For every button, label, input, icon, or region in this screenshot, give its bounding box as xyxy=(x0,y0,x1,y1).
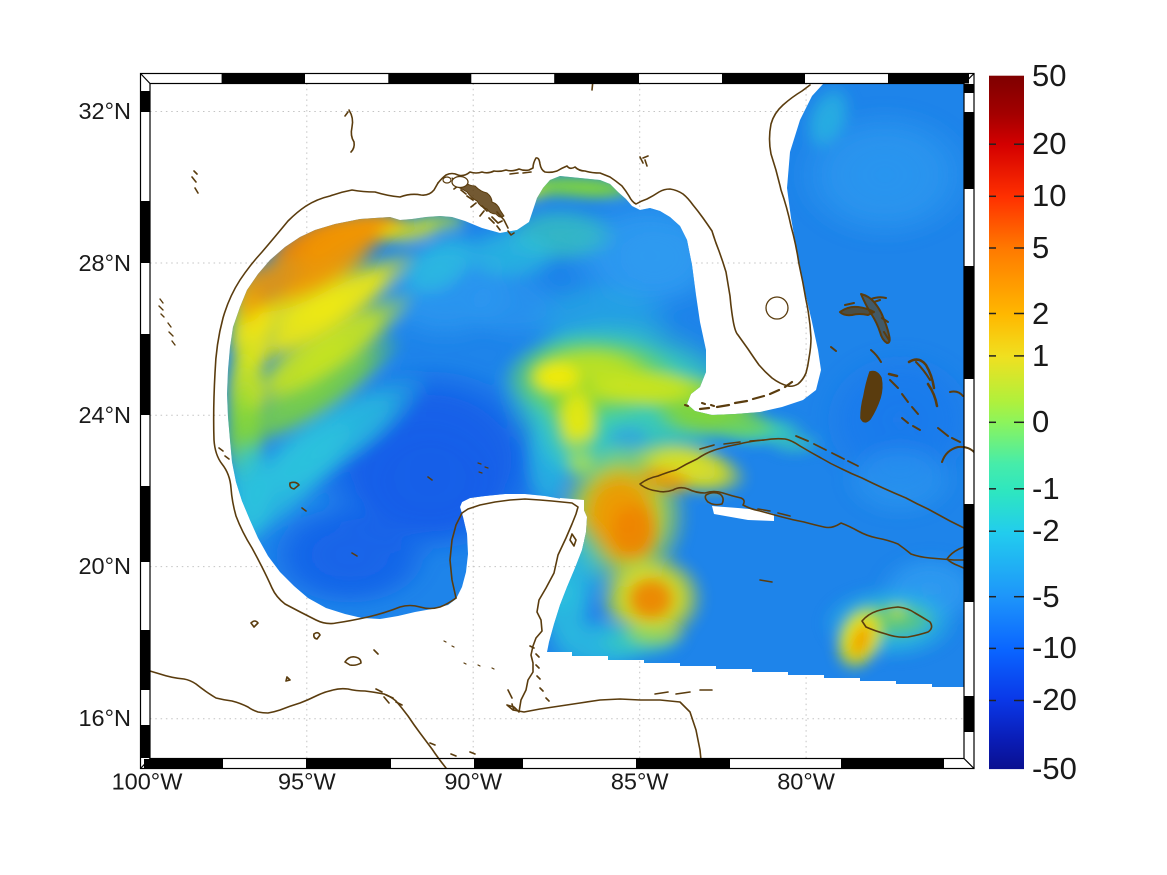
svg-text:16°N: 16°N xyxy=(78,705,131,731)
svg-text:24°N: 24°N xyxy=(78,402,131,428)
svg-text:2: 2 xyxy=(1032,296,1049,331)
svg-text:-20: -20 xyxy=(1032,682,1077,717)
svg-text:28°N: 28°N xyxy=(78,250,131,276)
svg-text:-5: -5 xyxy=(1032,579,1060,614)
svg-text:-2: -2 xyxy=(1032,513,1060,548)
svg-text:20: 20 xyxy=(1032,126,1066,161)
svg-text:90°W: 90°W xyxy=(444,769,503,795)
svg-text:20°N: 20°N xyxy=(78,553,131,579)
svg-text:32°N: 32°N xyxy=(78,98,131,124)
svg-text:0: 0 xyxy=(1032,404,1049,439)
svg-text:95°W: 95°W xyxy=(278,769,337,795)
svg-text:5: 5 xyxy=(1032,230,1049,265)
svg-text:100°W: 100°W xyxy=(112,769,184,795)
svg-text:-1: -1 xyxy=(1032,471,1060,506)
svg-text:10: 10 xyxy=(1032,178,1066,213)
svg-text:1: 1 xyxy=(1032,338,1049,373)
svg-text:85°W: 85°W xyxy=(611,769,670,795)
svg-text:-10: -10 xyxy=(1032,630,1077,665)
svg-text:50: 50 xyxy=(1032,58,1066,93)
svg-text:-50: -50 xyxy=(1032,751,1077,786)
svg-text:80°W: 80°W xyxy=(777,769,836,795)
